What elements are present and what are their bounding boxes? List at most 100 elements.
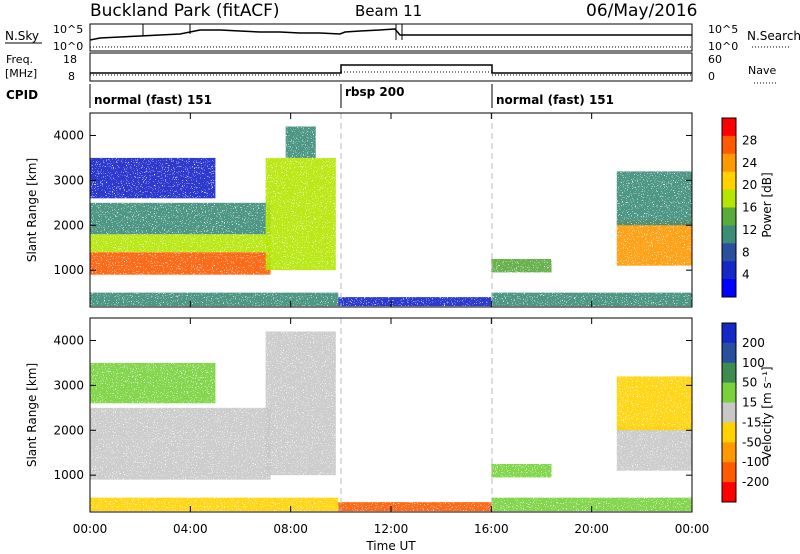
velocity-colorbar: 200 100 50 15 -15 -50 -100 -200 [721, 322, 769, 503]
velocity-region [491, 463, 552, 478]
power-colorbar-tick: 16 [742, 201, 757, 215]
velocity-region [265, 331, 336, 476]
nsky-left-tick-lo: 10^0 [53, 40, 83, 53]
power-colorbar-swatch [722, 261, 736, 280]
power-ytick-label: 2000 [53, 218, 84, 232]
nsky-left-tick-hi: 10^5 [53, 23, 83, 36]
power-colorbar-swatch [722, 135, 736, 155]
power-region [90, 202, 271, 235]
power-region [616, 220, 692, 266]
velocity-colorbar-tick: 100 [742, 356, 765, 370]
x-tick-label: 00:00 [73, 522, 108, 536]
power-region [90, 234, 271, 253]
x-tick-label: 08:00 [273, 522, 308, 536]
velocity-colorbar-swatch [722, 382, 736, 404]
power-region [90, 157, 216, 199]
nsky-right-tick-lo: 10^0 [708, 40, 738, 53]
x-tick-label: 00:00 [675, 522, 710, 536]
power-ylabel: Slant Range [km] [25, 158, 39, 262]
power-colorbar-tick: 20 [742, 178, 757, 192]
velocity-region [491, 497, 692, 512]
cpid-mode-3: normal (fast) 151 [496, 93, 614, 107]
velocity-colorbar-swatch [722, 442, 736, 463]
velocity-region [90, 497, 339, 512]
power-region [616, 171, 692, 226]
velocity-ytick-label: 4000 [53, 333, 84, 347]
cpid-mode-2: rbsp 200 [345, 85, 404, 99]
freq-left-label-1: Freq. [6, 53, 33, 66]
date-title: 06/May/2016 [586, 1, 698, 21]
velocity-colorbar-swatch [722, 462, 736, 483]
velocity-colorbar-tick: 15 [742, 396, 757, 410]
power-colorbar-swatch [722, 171, 736, 191]
nave-label: Nave [748, 64, 776, 77]
power-y-axis: 4000 3000 2000 1000 [53, 128, 692, 277]
velocity-colorbar-swatch [722, 482, 736, 503]
velocity-cbar-label: Velocity [m s⁻¹] [760, 366, 774, 459]
velocity-region [90, 407, 271, 440]
nsky-right-label: N.Search [747, 29, 800, 43]
velocity-region [90, 439, 271, 480]
velocity-y-axis: 4000 3000 2000 1000 [53, 333, 692, 482]
velocity-colorbar-swatch [722, 323, 736, 344]
time-x-axis: 00:00 04:00 08:00 12:00 16:00 20:00 00:00 [73, 113, 710, 536]
power-colorbar-swatch [722, 279, 736, 298]
power-colorbar-swatch [722, 243, 736, 262]
power-colorbar-swatch [722, 189, 736, 208]
power-colorbar-tick: 8 [742, 245, 750, 259]
power-colorbar: 28 24 20 16 12 8 4 [721, 117, 757, 298]
power-colorbar-frame [721, 117, 737, 298]
x-tick-label: 04:00 [173, 522, 208, 536]
power-region [491, 258, 552, 273]
velocity-colorbar-swatch [722, 342, 736, 364]
velocity-colorbar-frame [721, 322, 737, 503]
nsky-right-tick-hi: 10^5 [708, 23, 738, 36]
velocity-colorbar-tick: -100 [742, 455, 769, 469]
nsky-panel: N.Sky 10^5 10^0 10^5 10^0 N.Search [5, 23, 800, 53]
cpid-panel: CPID normal (fast) 151 rbsp 200 normal (… [6, 84, 614, 108]
beam-title: Beam 11 [355, 2, 422, 20]
power-colorbar-tick: 4 [742, 268, 750, 282]
velocity-ytick-label: 2000 [53, 423, 84, 437]
velocity-colorbar-tick: 50 [742, 376, 757, 390]
freq-left-tick-hi: 18 [63, 53, 77, 66]
power-region [285, 126, 316, 158]
velocity-colorbar-swatch [722, 402, 736, 423]
x-axis-label: Time UT [365, 539, 416, 553]
station-title: Buckland Park (fitACF) [90, 1, 280, 21]
x-tick-label: 20:00 [574, 522, 609, 536]
x-tick-label: 12:00 [374, 522, 409, 536]
power-region [265, 157, 336, 271]
freq-right-tick-lo: 0 [708, 70, 715, 83]
power-colorbar-tick: 24 [742, 156, 757, 170]
power-ytick-label: 1000 [53, 263, 84, 277]
velocity-colorbar-swatch [722, 362, 736, 384]
velocity-panel: 4000 3000 2000 1000 Slant Range [km] 200 100… [25, 317, 774, 513]
cpid-label: CPID [6, 88, 38, 102]
freq-left-tick-lo: 8 [68, 70, 75, 83]
power-colorbar-swatch [722, 225, 736, 244]
velocity-colorbar-swatch [722, 422, 736, 443]
velocity-ytick-label: 3000 [53, 378, 84, 392]
velocity-heatmap [90, 331, 692, 512]
velocity-colorbar-tick: -15 [742, 415, 762, 429]
velocity-region [90, 362, 216, 404]
freq-right-tick-hi: 60 [708, 53, 722, 66]
cpid-mode-1: normal (fast) 151 [94, 93, 212, 107]
velocity-ylabel: Slant Range [km] [25, 363, 39, 467]
freq-left-label-2: [MHz] [5, 67, 37, 80]
power-colorbar-swatch [722, 207, 736, 226]
x-tick-label: 16:00 [474, 522, 509, 536]
velocity-region [338, 502, 492, 512]
velocity-colorbar-tick: -50 [742, 435, 762, 449]
nsky-trace [89, 28, 692, 41]
power-colorbar-tick: 28 [742, 133, 757, 147]
velocity-colorbar-tick: 200 [742, 336, 765, 350]
power-ytick-label: 3000 [53, 173, 84, 187]
freq-panel: Freq. [MHz] 18 8 60 0 Nave [5, 52, 776, 84]
power-region [90, 252, 271, 275]
freq-trace [90, 64, 692, 74]
power-colorbar-swatch [722, 153, 736, 173]
velocity-ytick-label: 1000 [53, 468, 84, 482]
